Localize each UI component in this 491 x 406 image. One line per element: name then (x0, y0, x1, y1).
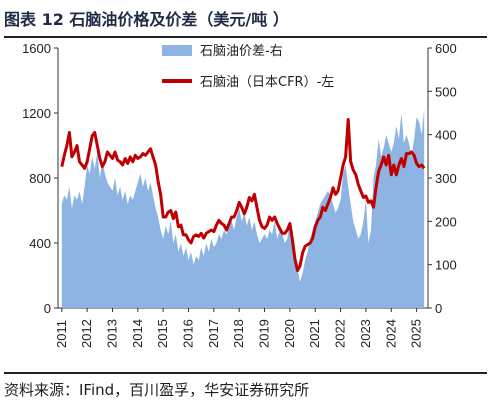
bottom-rule (4, 372, 487, 374)
x-tick-label: 2024 (383, 319, 398, 348)
left-tick-label: 1600 (22, 41, 51, 56)
x-tick-label: 2015 (155, 319, 170, 348)
legend-label-spread: 石脑油价差-右 (200, 44, 283, 59)
right-tick-label: 600 (435, 41, 457, 56)
x-tick-label: 2018 (231, 319, 246, 348)
source-note: 资料来源：IFind，百川盈孚，华安证券研究所 (4, 381, 310, 399)
right-tick-label: 300 (435, 171, 457, 186)
right-tick-label: 100 (435, 258, 457, 273)
x-tick-label: 2017 (206, 319, 221, 348)
legend-label-price: 石脑油（日本CFR）-左 (200, 75, 334, 90)
x-tick-label: 2011 (54, 320, 69, 348)
x-tick-label: 2022 (333, 319, 348, 348)
right-tick-label: 200 (435, 214, 457, 229)
price-line (60, 118, 426, 273)
left-tick-label: 0 (44, 301, 51, 316)
left-tick-label: 800 (29, 171, 51, 186)
x-tick-label: 2019 (257, 319, 272, 348)
x-tick-label: 2012 (79, 319, 94, 348)
right-tick-label: 0 (435, 301, 442, 316)
x-tick-label: 2013 (104, 319, 119, 348)
x-tick-label: 2016 (181, 319, 196, 348)
left-tick-label: 1200 (22, 106, 51, 121)
chart-title: 图表 12 石脑油价格及价差（美元/吨 ） (4, 10, 289, 29)
left-axis: 0 400 800 1200 1600 (22, 41, 58, 316)
x-tick-label: 2023 (358, 319, 373, 348)
x-tick-label: 2020 (282, 319, 297, 348)
top-rule (4, 36, 487, 38)
price-line-layer (60, 118, 426, 273)
spread-area-layer (61, 108, 425, 308)
right-tick-label: 400 (435, 128, 457, 143)
chart-area: 0 400 800 1200 1600 0 100 200 300 400 500 600 2011… (22, 41, 457, 348)
legend: 石脑油价差-右 石脑油（日本CFR）-左 (162, 44, 334, 90)
x-tick-label: 2025 (409, 319, 424, 348)
x-tick-label: 2014 (130, 319, 145, 348)
x-tick-label: 2021 (307, 319, 322, 348)
spread-area (61, 108, 425, 308)
legend-swatch-spread (162, 45, 192, 56)
left-tick-label: 400 (29, 236, 51, 251)
x-axis: 2011 2012 2013 2014 2015 2016 2017 2018 2019 2020… (54, 308, 424, 348)
right-axis: 0 100 200 300 400 500 600 (428, 41, 457, 316)
right-tick-label: 500 (435, 84, 457, 99)
